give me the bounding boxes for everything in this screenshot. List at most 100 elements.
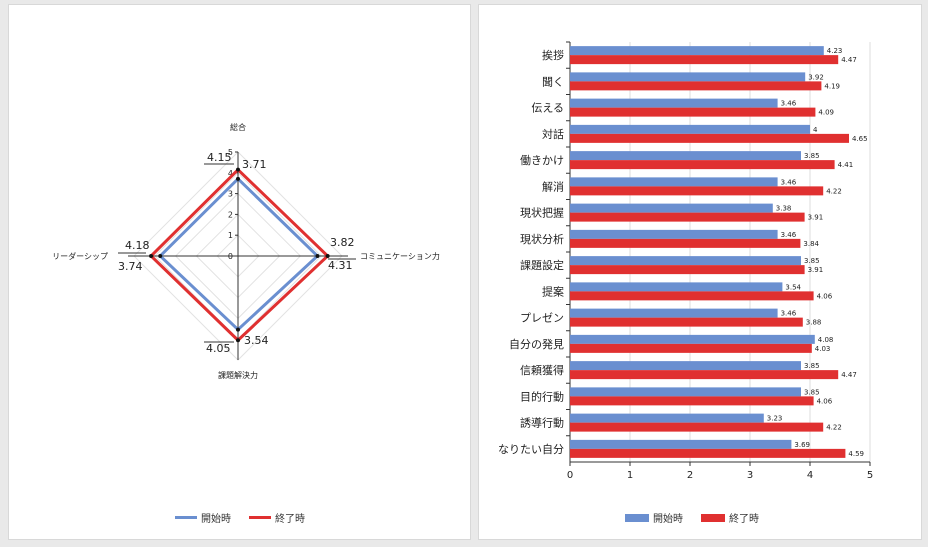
bar-series-0-bar [570,98,778,108]
radar-legend-start-label: 開始時 [201,514,231,525]
bar-legend-start[interactable]: 開始時 [625,510,683,525]
radar-axis-label: リーダーシップ [52,251,108,261]
radar-value-label: 4.31 [328,259,353,272]
bar-series-0-bar [570,308,778,318]
radar-value-label: 3.74 [118,260,143,273]
bar-series-0-bar [570,256,801,266]
bar-value-label: 3.46 [781,100,797,108]
bar-series-0-bar [570,203,773,213]
bar-x-tick-label: 4 [807,470,813,481]
start-box-swatch [625,513,649,522]
radar-value-label: 4.05 [206,342,231,355]
bar-x-tick-label: 0 [567,470,573,481]
radar-value-label: 4.15 [207,151,232,164]
bar-series-1-bar [570,160,835,170]
bar-value-label: 4.22 [826,187,842,195]
bar-series-0-bar [570,282,783,292]
bar-value-label: 4.41 [838,161,854,169]
radar-point [315,254,320,258]
bar-category-label: 対話 [542,127,564,141]
bar-category-label: プレゼン [520,312,564,325]
bar-value-label: 4.06 [817,397,833,405]
bar-value-label: 3.38 [776,205,792,213]
radar-value-label: 3.82 [330,236,355,249]
radar-tick-label: 2 [228,210,233,219]
bar-legend-end-label: 終了時 [729,514,759,525]
bar-value-label: 4.06 [817,292,833,300]
radar-point [149,254,154,258]
bar-series-1-bar [570,317,803,327]
bar-category-label: 目的行動 [520,389,564,403]
bar-series-0-bar [570,124,810,134]
end-box-swatch [701,513,725,522]
bar-value-label: 4.09 [818,109,834,117]
bar-category-label: 現状把握 [520,206,564,220]
radar-tick-label: 0 [228,252,233,261]
bar-series-1-bar [570,370,839,380]
radar-legend-end[interactable]: 終了時 [249,510,305,525]
bar-value-label: 4.65 [852,135,868,143]
bar-series-0-bar [570,413,764,423]
bar-category-label: 聞く [542,75,564,88]
bar-value-label: 3.92 [808,73,824,81]
bar-series-1-bar [570,107,816,117]
radar-axis-label: 課題解決力 [218,370,258,380]
bar-value-label: 4.22 [826,424,842,432]
bar-category-label: 伝える [531,102,564,115]
radar-legend: 開始時 終了時 [175,510,305,525]
radar-value-label: 3.71 [242,158,267,171]
bar-series-0-bar [570,46,824,56]
bar-series-1-bar [570,448,846,458]
bar-value-label: 4.19 [824,82,840,90]
radar-point [325,254,330,258]
bar-series-0-bar [570,334,815,344]
bar-category-label: 課題設定 [520,258,564,272]
bar-series-0-bar [570,229,778,239]
bar-series-1-bar [570,133,849,143]
radar-point [158,254,163,258]
bar-series-1-bar [570,186,824,196]
radar-tick-label: 5 [228,148,233,157]
bar-series-1-bar [570,396,814,406]
start-line-swatch [175,516,197,519]
bar-value-label: 3.85 [804,152,820,160]
radar-tick-label: 3 [228,190,233,199]
radar-value-label: 4.18 [125,239,150,252]
bar-series-0-bar [570,72,806,82]
bar-series-1-bar [570,265,805,275]
radar-legend-start[interactable]: 開始時 [175,510,231,525]
bar-category-label: 現状分析 [520,232,564,246]
bar-x-tick-label: 2 [687,470,693,481]
bar-series-1-bar [570,343,812,353]
bar-legend-start-label: 開始時 [653,514,683,525]
bar-legend-end[interactable]: 終了時 [701,510,759,525]
bar-value-label: 4.47 [841,371,857,379]
bar-value-label: 3.69 [794,441,810,449]
bar-series-1-bar [570,212,805,222]
end-line-swatch [249,516,271,519]
bar-series-0-bar [570,387,801,397]
bar-value-label: 4.23 [827,47,843,55]
bar-value-label: 3.88 [806,319,822,327]
bar-legend: 開始時 終了時 [625,510,759,525]
bar-value-label: 3.46 [781,231,797,239]
radar-tick-label: 4 [228,169,233,178]
bar-x-tick-label: 5 [867,470,873,481]
radar-point [236,176,240,181]
bar-value-label: 3.23 [767,415,783,423]
bar-series-0-bar [570,177,778,187]
radar-axis-label: 総合 [230,122,246,132]
radar-series-0-line [158,176,320,332]
bar-series-0-bar [570,361,801,371]
radar-point [236,167,240,172]
bar-category-label: 働きかけ [520,154,564,167]
radar-point [236,338,240,343]
bar-category-label: 解消 [542,179,564,193]
bar-category-label: 誘導行動 [520,416,564,430]
bar-value-label: 3.84 [803,240,819,248]
bar-value-label: 4.03 [815,345,831,353]
radar-value-label: 3.54 [244,334,269,347]
bar-series-1-bar [570,422,824,432]
bar-value-label: 4.08 [818,336,834,344]
